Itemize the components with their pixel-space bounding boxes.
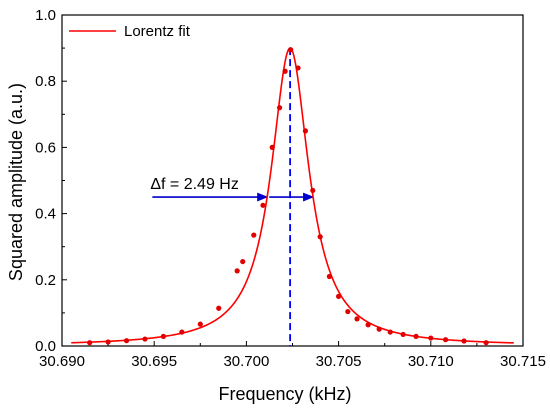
data-point xyxy=(428,335,434,341)
data-point xyxy=(354,316,360,322)
y-tick-label: 0.8 xyxy=(35,73,56,90)
data-point xyxy=(269,144,275,150)
data-point xyxy=(142,336,148,342)
y-tick-label: 0.4 xyxy=(35,206,56,223)
x-tick-label: 30.690 xyxy=(39,353,85,370)
data-point xyxy=(310,187,316,194)
data-point xyxy=(483,340,489,346)
data-point xyxy=(442,337,449,343)
plot-frame xyxy=(61,14,524,347)
legend: Lorentz fit xyxy=(69,23,191,40)
data-point xyxy=(216,305,222,311)
data-point xyxy=(387,329,393,335)
data-point xyxy=(251,232,257,238)
y-tick-label: 0.6 xyxy=(35,139,56,156)
data-point xyxy=(326,273,332,280)
x-axis-title: Frequency (kHz) xyxy=(218,384,351,404)
data-point xyxy=(413,333,419,340)
data-point xyxy=(240,258,246,265)
plot-frame-group xyxy=(61,14,524,347)
data-point xyxy=(317,234,323,240)
data-point xyxy=(87,340,93,346)
annotation-group xyxy=(152,48,315,346)
x-tick-label: 30.710 xyxy=(408,353,454,370)
data-point xyxy=(123,338,130,344)
x-tick-label: 30.695 xyxy=(131,353,177,370)
x-tick-label: 30.705 xyxy=(316,353,362,370)
x-tick-label: 30.715 xyxy=(500,353,546,370)
data-point xyxy=(234,268,240,274)
data-point xyxy=(276,105,283,111)
data-point xyxy=(295,65,301,71)
lorentz-fit-line xyxy=(71,47,514,344)
data-point xyxy=(260,202,266,208)
data-point xyxy=(302,128,309,134)
fwhm-annotation-label: Δf = 2.49 Hz xyxy=(150,176,239,193)
data-point xyxy=(160,333,167,340)
data-point xyxy=(345,308,351,315)
ticks-group: 30.690 30.695 30.700 30.705 30.710 30.715 0.0 0… xyxy=(35,7,546,370)
x-tick-label: 30.700 xyxy=(223,353,269,370)
data-point xyxy=(179,329,185,335)
data-point xyxy=(376,326,382,332)
legend-label: Lorentz fit xyxy=(124,23,191,40)
data-point xyxy=(400,331,406,338)
y-tick-label: 0.2 xyxy=(35,272,56,289)
data-point xyxy=(197,321,203,327)
data-point xyxy=(282,68,288,74)
y-axis-title: Squared amplitude (a.u.) xyxy=(6,83,26,281)
data-point xyxy=(288,47,294,53)
fit-group xyxy=(71,47,514,344)
y-tick-label: 0.0 xyxy=(35,338,56,355)
y-tick-label: 1.0 xyxy=(35,7,56,24)
data-point xyxy=(365,322,371,328)
data-point xyxy=(105,339,111,345)
data-point xyxy=(336,293,342,299)
data-point xyxy=(461,338,467,344)
points-group xyxy=(87,47,489,346)
